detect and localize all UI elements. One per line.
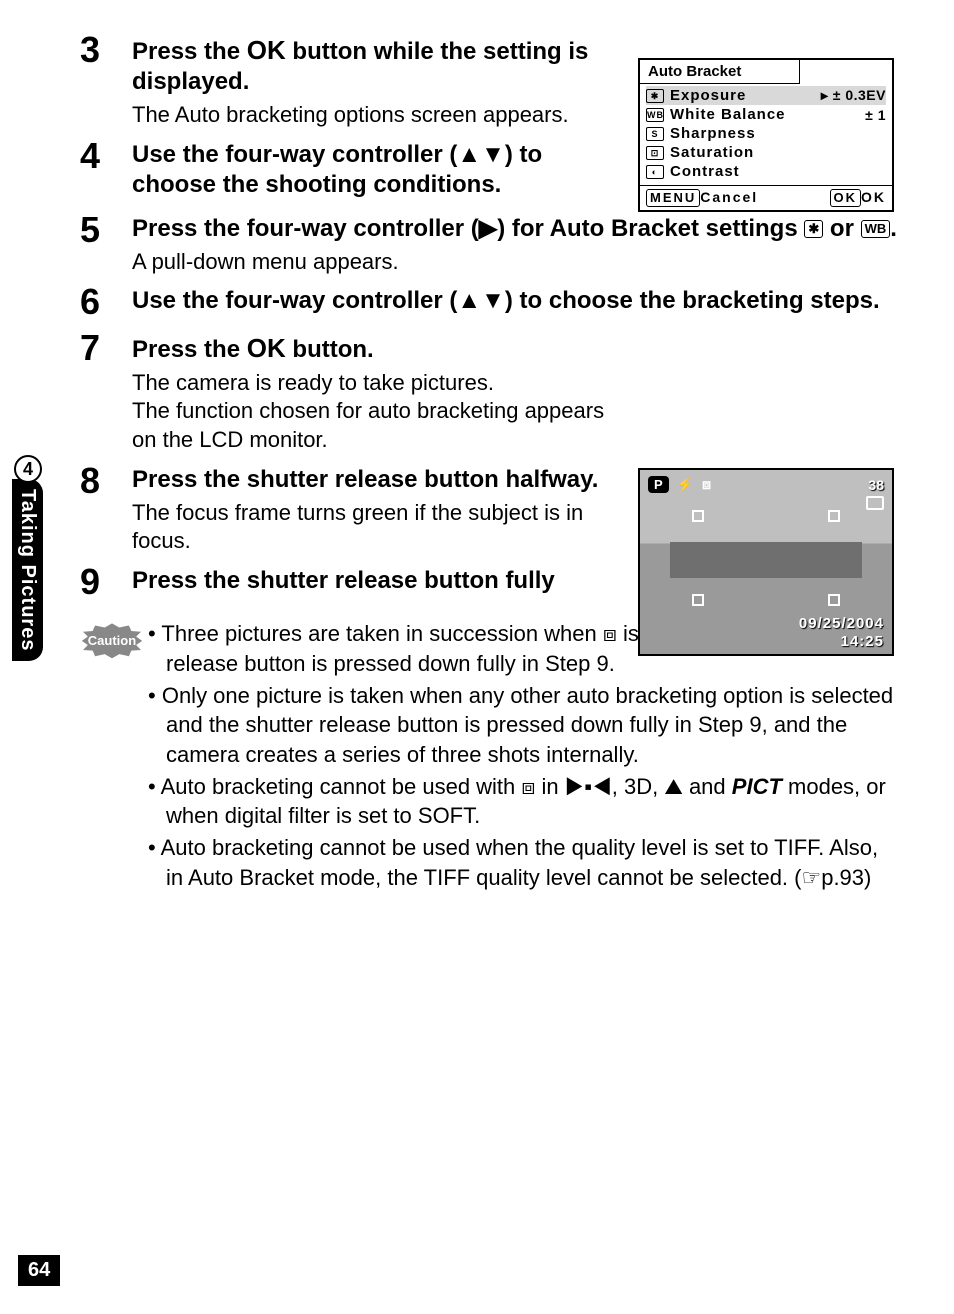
chapter-number: 4 [14, 455, 42, 483]
exposure-icon: ✱ [804, 220, 823, 238]
chapter-label: Taking Pictures [12, 479, 43, 661]
step-5: 5 Press the four-way controller (▶) for … [80, 210, 900, 277]
step-3-desc: The Auto bracketing options screen appea… [132, 101, 602, 130]
step-4-title: Use the four-way controller (▲▼) to choo… [132, 140, 602, 200]
menu-row: SSharpness [646, 124, 886, 143]
wb-icon: WB [861, 220, 891, 238]
shots-remaining: 38 [868, 477, 884, 493]
menu-row: ✱Exposure▸ ± 0.3EV [646, 86, 886, 105]
page-number: 64 [18, 1255, 60, 1286]
caution-item: Auto bracketing cannot be used with ⧈ in… [148, 772, 900, 831]
menu-ok: OKOK [830, 189, 887, 207]
card-icon [866, 496, 884, 510]
manual-page: 4 Taking Pictures 64 Auto Bracket ✱Expos… [0, 0, 954, 1314]
caution-list: Three pictures are taken in succession w… [144, 619, 900, 894]
step-8-desc: The focus frame turns green if the subje… [132, 499, 612, 556]
flash-icon: ⚡ [677, 476, 694, 493]
side-tab: 4 Taking Pictures [12, 455, 52, 661]
step-5-desc: A pull-down menu appears. [132, 248, 900, 277]
lcd-date: 09/25/2004 [799, 615, 884, 632]
mode-icon: P [648, 476, 669, 493]
step-6: 6 Use the four-way controller (▲▼) to ch… [80, 282, 900, 322]
step-6-title: Use the four-way controller (▲▼) to choo… [132, 286, 900, 316]
menu-row: ⊡Saturation [646, 143, 886, 162]
lcd-time: 14:25 [841, 633, 884, 650]
step-5-title: Press the four-way controller (▶) for Au… [132, 214, 900, 244]
menu-row: ◐Contrast [646, 162, 886, 181]
menu-title: Auto Bracket [640, 60, 800, 84]
menu-screen-illustration: Auto Bracket ✱Exposure▸ ± 0.3EVWBWhite B… [638, 58, 894, 212]
menu-cancel: MENUCancel [646, 189, 758, 207]
step-3-title: Press the OK button while the setting is… [132, 34, 602, 97]
lcd-preview-illustration: P ⚡ ⧈ 38 09/25/2004 14:25 [638, 468, 894, 656]
scene-building [670, 542, 862, 578]
step-7-desc: The camera is ready to take pictures. Th… [132, 369, 612, 455]
caution-block: Caution Three pictures are taken in succ… [80, 619, 900, 894]
caution-item: Only one picture is taken when any other… [148, 681, 900, 770]
step-7-title: Press the OK button. [132, 332, 612, 365]
menu-row: WBWhite Balance± 1 [646, 105, 886, 124]
step-8-title: Press the shutter release button halfway… [132, 465, 612, 495]
step-7: 7 Press the OK button. The camera is rea… [80, 328, 900, 455]
bracket-icon: ⧈ [702, 476, 711, 493]
caution-badge: Caution [80, 619, 144, 894]
caution-item: Auto bracketing cannot be used when the … [148, 833, 900, 892]
